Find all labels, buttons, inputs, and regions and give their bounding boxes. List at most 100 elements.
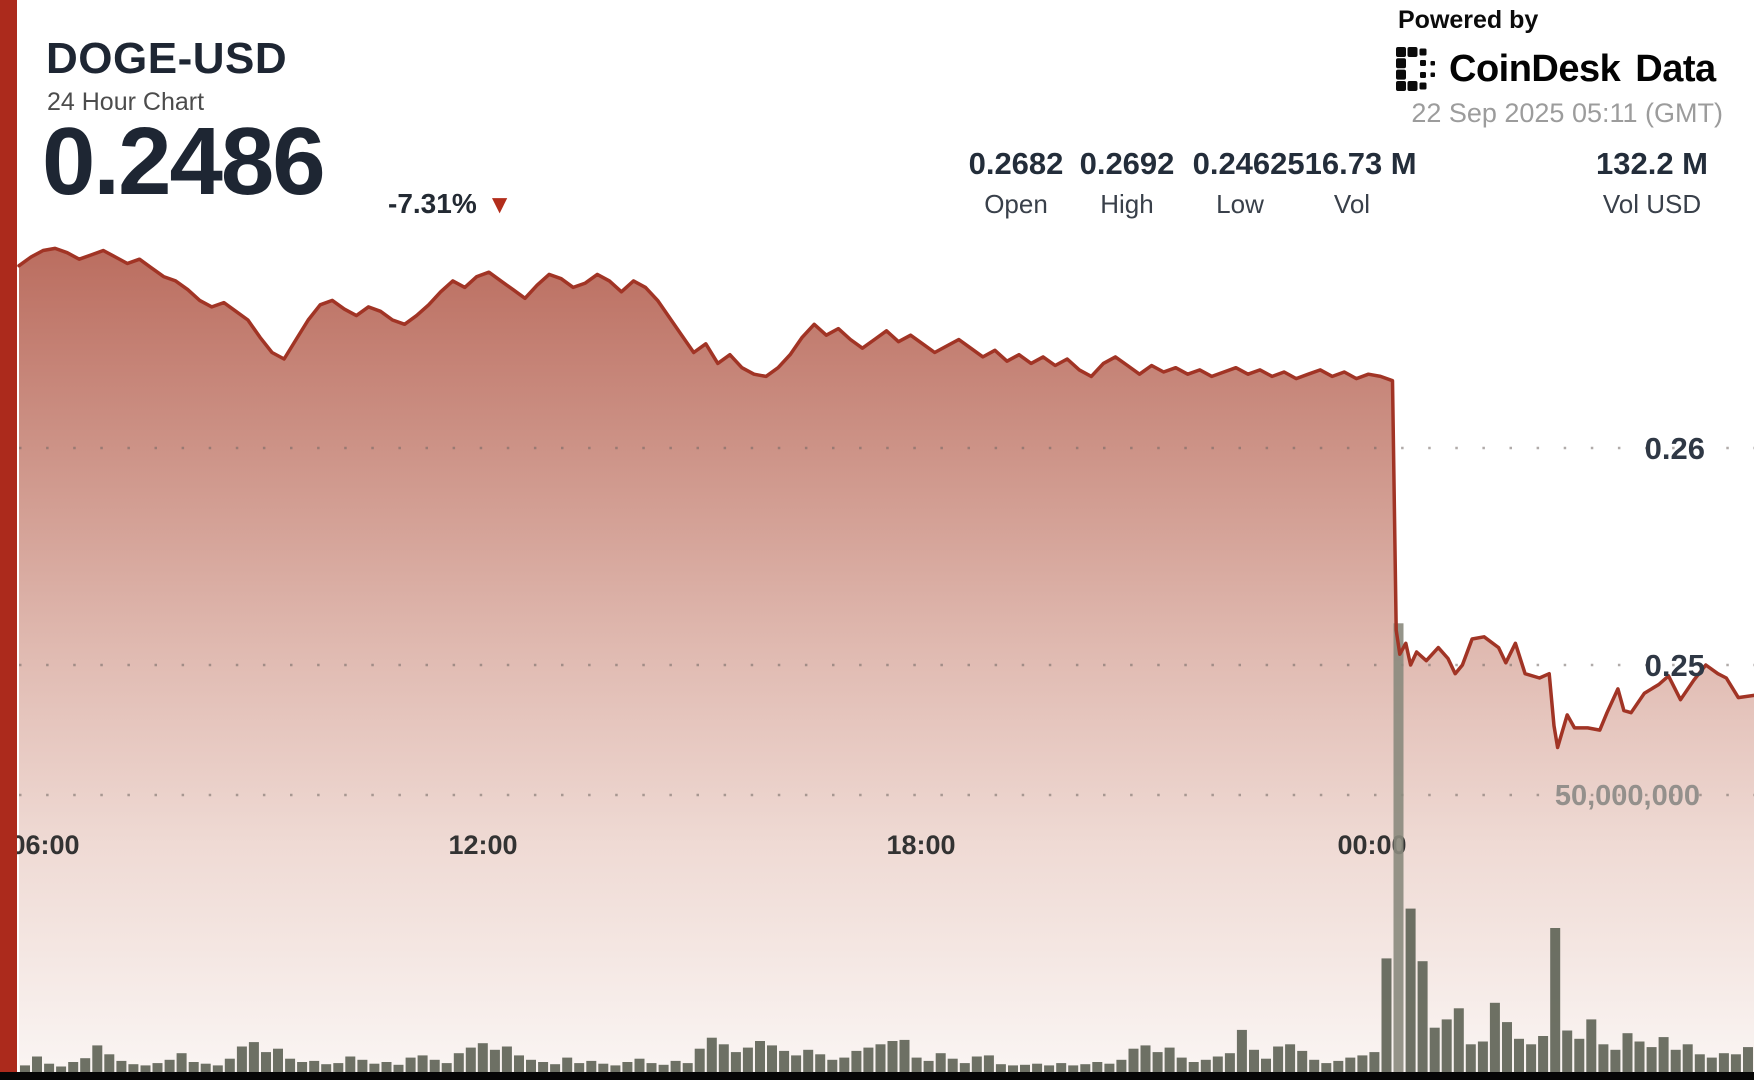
volume-bar (273, 1048, 283, 1072)
volume-bar (1309, 1059, 1320, 1072)
volume-bar (586, 1060, 597, 1072)
volume-bar (1598, 1044, 1609, 1072)
volume-bar (1032, 1063, 1043, 1072)
volume-bar (1116, 1059, 1127, 1072)
volume-bar (718, 1044, 729, 1072)
volume-bar (1477, 1041, 1488, 1072)
down-triangle-icon: ▼ (486, 189, 513, 219)
volume-bar (152, 1063, 163, 1072)
volume-bar (1405, 908, 1416, 1072)
volume-bar (1056, 1063, 1067, 1072)
volume-bar (682, 1063, 693, 1072)
volume-bar (116, 1060, 127, 1072)
volume-bar (261, 1052, 271, 1072)
volume-bar (1465, 1044, 1476, 1072)
volume-bar (839, 1057, 850, 1072)
volume-bar (176, 1053, 187, 1072)
volume-bar (1682, 1044, 1693, 1072)
volume-bar (1200, 1059, 1211, 1072)
volume-bar (309, 1060, 320, 1072)
volume-bar (20, 1065, 30, 1072)
volume-bar (1212, 1056, 1223, 1072)
volume-bar (1514, 1038, 1524, 1072)
stat-high: 0.2692 High (1080, 146, 1175, 220)
volume-bar (803, 1049, 814, 1072)
stat-label: Vol (1333, 189, 1371, 219)
volume-bar (405, 1057, 416, 1072)
volume-bar (1321, 1063, 1332, 1072)
volume-bar (1369, 1052, 1380, 1072)
stat-label: Open (984, 189, 1048, 219)
stat-value: 0.2682 (968, 146, 1064, 181)
volume-bar (417, 1055, 428, 1072)
bottom-baseline-strip (0, 1072, 1754, 1080)
volume-bar (1261, 1058, 1271, 1072)
stat-vol: 516.73 M Vol (1287, 146, 1416, 220)
volume-bar (200, 1063, 211, 1072)
volume-bar (1574, 1038, 1585, 1072)
volume-bar (1297, 1050, 1308, 1072)
volume-bar (1658, 1037, 1669, 1072)
volume-bar (56, 1066, 67, 1072)
volume-bar (1502, 1022, 1512, 1072)
y-axis-labels: 0.26 0.25 50,000,000 (1555, 431, 1705, 812)
volume-bar (441, 1063, 452, 1072)
volume-bar (610, 1065, 621, 1072)
volume-bar (1393, 623, 1404, 1072)
volume-bar (333, 1063, 344, 1072)
volume-bar (1489, 1002, 1500, 1073)
volume-bar (1236, 1029, 1247, 1072)
stat-label: Low (1216, 189, 1264, 219)
volume-bar (887, 1041, 898, 1072)
volume-bar (1188, 1062, 1199, 1072)
volume-bar (875, 1044, 886, 1072)
volume-bar (1429, 1027, 1440, 1072)
volume-bar (706, 1037, 717, 1072)
volume-bar (1176, 1057, 1187, 1072)
volume-bar (1104, 1063, 1115, 1072)
volume-bar (1453, 1008, 1464, 1072)
volume-bar (923, 1060, 934, 1072)
area-fill (19, 248, 1754, 1072)
volume-bar (1285, 1044, 1296, 1072)
volume-bar (827, 1059, 838, 1072)
volume-bar (983, 1055, 994, 1072)
volume-bar (1044, 1065, 1055, 1072)
volume-bar (658, 1064, 669, 1072)
chart-subtitle: 24 Hour Chart (47, 88, 205, 116)
x-tick-label: 06:00 (10, 830, 79, 860)
chart-timestamp: 22 Sep 2025 05:11 (GMT) (1411, 98, 1723, 128)
stat-value: 516.73 M (1287, 146, 1417, 181)
volume-bar (947, 1058, 958, 1072)
volume-bar (779, 1050, 790, 1072)
volume-bar (526, 1059, 536, 1072)
volume-bar (995, 1064, 1006, 1072)
volume-bar (1586, 1019, 1597, 1072)
volume-bar (562, 1057, 573, 1072)
volume-bar (236, 1046, 247, 1072)
volume-bar (863, 1047, 874, 1072)
volume-bar (1694, 1054, 1705, 1072)
volume-bar (1526, 1044, 1537, 1072)
volume-bar (453, 1053, 464, 1072)
volume-bar (634, 1058, 645, 1072)
volume-bar (345, 1056, 356, 1072)
volume-bar (1224, 1053, 1235, 1072)
volume-bar (188, 1062, 199, 1072)
left-accent-bar (0, 0, 17, 1072)
volume-bar (1273, 1046, 1284, 1072)
volume-bar (489, 1049, 500, 1072)
volume-bar (297, 1062, 308, 1072)
volume-bar (1140, 1045, 1151, 1072)
stat-low: 0.2462 Low (1193, 146, 1288, 220)
volume-bar (574, 1063, 585, 1072)
volume-bar (1743, 1047, 1753, 1072)
volume-bar (429, 1059, 440, 1072)
last-price: 0.2486 (42, 108, 326, 215)
volume-bar (1610, 1049, 1621, 1072)
volume-bar (911, 1057, 922, 1072)
brand-suffix: Data (1635, 47, 1716, 90)
volume-bar (1417, 961, 1428, 1072)
volume-bar (971, 1056, 982, 1072)
